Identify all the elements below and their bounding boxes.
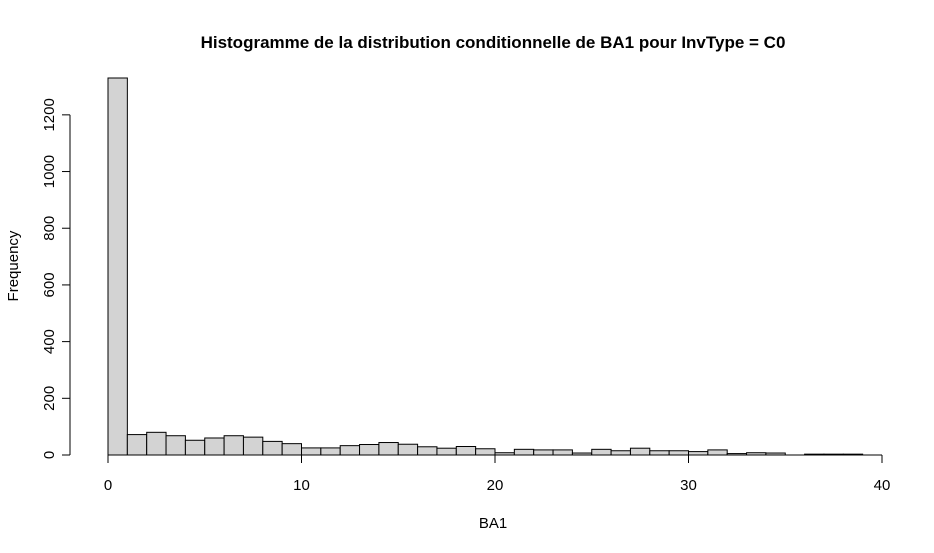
histogram-bar (242, 436, 264, 456)
histogram-bar (339, 445, 361, 456)
histogram-bar (126, 434, 148, 456)
x-tick-label: 40 (874, 477, 891, 494)
histogram-bar (552, 449, 573, 456)
histogram-bar (184, 439, 206, 456)
histogram-bar (397, 443, 419, 456)
histogram-bar (455, 446, 477, 456)
y-tick-label: 600 (41, 272, 58, 297)
histogram-bar (107, 77, 128, 456)
y-tick-label: 1200 (41, 98, 58, 131)
histogram-bar (436, 447, 457, 456)
histogram-bar (301, 447, 322, 456)
histogram-bar (591, 448, 612, 456)
histogram-bar (707, 449, 728, 456)
histogram-bar (417, 446, 438, 456)
histogram-bar (146, 431, 167, 456)
histogram-bar (533, 449, 554, 456)
y-tick-label: 0 (41, 451, 58, 459)
histogram-bar (668, 450, 690, 456)
x-tick-label: 10 (293, 477, 310, 494)
histogram-bar (320, 447, 341, 456)
x-axis-label: BA1 (479, 515, 507, 532)
chart-title: Histogramme de la distribution condition… (201, 33, 786, 52)
x-tick-label: 20 (487, 477, 504, 494)
histogram-bar (359, 444, 380, 456)
histogram-bar (165, 435, 186, 456)
histogram-bar (688, 451, 709, 456)
y-tick-label: 200 (41, 386, 58, 411)
histogram-bar (610, 450, 631, 456)
y-tick-label: 400 (41, 329, 58, 354)
x-tick-label: 0 (104, 477, 112, 494)
y-axis-label: Frequency (5, 230, 22, 301)
x-tick-label: 30 (680, 477, 697, 494)
histogram-bar (629, 447, 651, 456)
histogram-bar (262, 440, 283, 456)
histogram-bar (223, 435, 244, 456)
y-tick-label: 800 (41, 216, 58, 241)
histogram-bar (513, 448, 535, 456)
histogram-bar (649, 450, 670, 456)
x-axis: 0 10 20 30 40 (104, 454, 891, 494)
y-axis: 0 200 400 600 800 1000 1200 (41, 98, 71, 459)
y-tick-label: 1000 (41, 155, 58, 188)
histogram-bar (204, 437, 225, 456)
histogram-bar (281, 443, 302, 456)
histogram-bar (475, 448, 496, 456)
histogram-bar (378, 442, 399, 456)
bars-group (107, 77, 864, 456)
